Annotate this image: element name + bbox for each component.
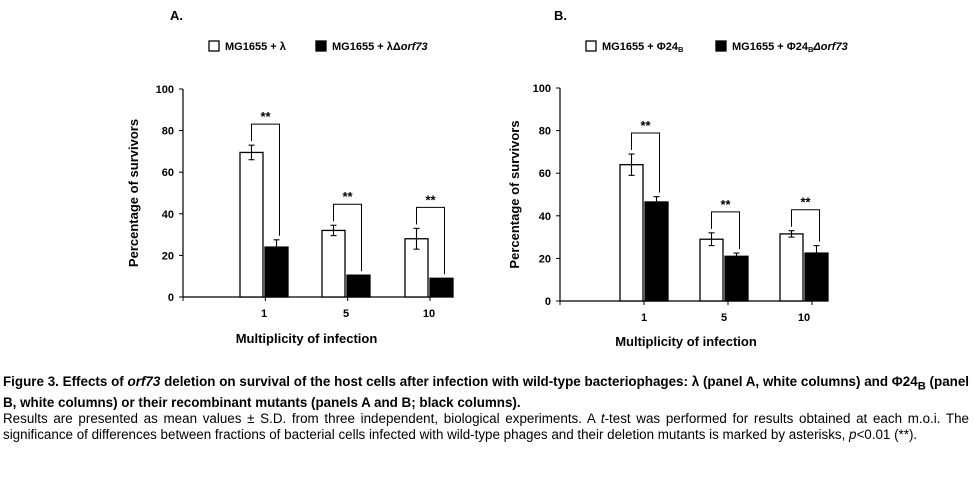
bar xyxy=(239,151,264,298)
significance-bracket xyxy=(711,211,740,250)
y-tick-label: 40 xyxy=(539,211,551,223)
x-axis-title: Multiplicity of infection xyxy=(615,334,757,349)
y-tick-label: 80 xyxy=(162,126,174,138)
x-axis-title: Multiplicity of infection xyxy=(236,331,378,346)
y-tick-label: 0 xyxy=(545,296,551,308)
significance-bracket xyxy=(416,206,445,275)
caption-title: Figure 3. Effects of orf73 deletion on s… xyxy=(3,374,969,411)
bar xyxy=(724,255,749,302)
figure-caption: Figure 3. Effects of orf73 deletion on s… xyxy=(3,374,969,443)
caption-body: Results are presented as mean values ± S… xyxy=(3,411,969,443)
bar xyxy=(429,277,454,298)
significance-marker: ** xyxy=(720,197,731,212)
legend-label: MG1655 + Φ24B xyxy=(602,41,684,54)
chart-panel-a: A. MG1655 + λ MG1655 + λΔorf73 0 20 40 60 80 100… xyxy=(126,8,454,346)
y-tick-label: 20 xyxy=(539,253,551,265)
legend-swatch xyxy=(315,40,327,52)
chart-panel-b: B. MG1655 + Φ24B MG1655 + Φ24BΔorf73 0 20 40 6… xyxy=(507,8,848,349)
y-tick-label: 0 xyxy=(168,292,174,304)
y-tick-label: 20 xyxy=(162,250,174,262)
x-tick-label: 5 xyxy=(721,312,727,324)
significance-bracket xyxy=(791,209,820,242)
caption-body-italic-p: p xyxy=(849,426,857,442)
legend-label: MG1655 + Φ24BΔorf73 xyxy=(732,41,848,54)
x-tick-label: 10 xyxy=(423,308,435,320)
bar xyxy=(619,164,644,302)
y-tick-label: 100 xyxy=(156,84,174,96)
panel-label: A. xyxy=(170,8,183,23)
x-tick-label: 1 xyxy=(641,312,647,324)
significance-bracket xyxy=(251,123,280,236)
significance-marker: ** xyxy=(800,195,811,210)
x-tick-label: 1 xyxy=(261,308,267,320)
panel-label: B. xyxy=(554,8,567,23)
caption-body-part1: Results are presented as mean values ± S… xyxy=(3,410,601,426)
bar xyxy=(779,233,804,302)
caption-title-part2: deletion on survival of the host cells a… xyxy=(160,374,918,389)
bar xyxy=(321,229,346,298)
caption-title-subscript: B xyxy=(917,380,926,393)
legend-label: MG1655 + λ xyxy=(225,41,286,53)
x-tick-label: 5 xyxy=(343,308,349,320)
y-tick-label: 60 xyxy=(162,167,174,179)
x-tick-label: 10 xyxy=(798,312,810,324)
y-tick-label: 100 xyxy=(533,83,551,95)
bar xyxy=(644,201,669,302)
legend-swatch xyxy=(715,40,727,52)
legend-swatch xyxy=(585,40,597,52)
bar xyxy=(699,238,724,302)
legend-label: MG1655 + λΔorf73 xyxy=(332,41,428,53)
significance-marker: ** xyxy=(342,189,353,204)
figure-charts: A.MG1655 + λ MG1655 + λΔorf73020406080100… xyxy=(126,8,848,349)
caption-body-part2: -test was performed for results obtained… xyxy=(3,410,969,442)
y-axis-title: Percentage of survivors xyxy=(507,120,522,268)
caption-title-part3: (panel B, white columns) or their recomb… xyxy=(3,374,969,410)
y-tick-label: 80 xyxy=(539,126,551,138)
y-tick-label: 40 xyxy=(162,209,174,221)
caption-title-part1: Figure 3. Effects of xyxy=(3,374,128,389)
significance-bracket xyxy=(333,203,362,272)
significance-bracket xyxy=(631,132,660,193)
caption-body-italic-t: t xyxy=(600,410,605,426)
significance-marker: ** xyxy=(260,109,271,124)
caption-body-part3: <0.01 (**). xyxy=(856,426,918,442)
bar xyxy=(346,274,371,298)
y-tick-label: 60 xyxy=(539,168,551,180)
significance-marker: ** xyxy=(640,118,651,133)
y-axis-title: Percentage of survivors xyxy=(126,119,141,267)
significance-marker: ** xyxy=(425,192,436,207)
legend-swatch xyxy=(208,40,220,52)
caption-title-italic: orf73 xyxy=(127,374,161,389)
